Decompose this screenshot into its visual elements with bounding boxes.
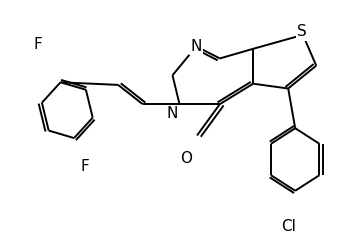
Text: F: F [81,159,89,174]
Text: Cl: Cl [281,219,296,234]
Text: F: F [33,37,42,52]
Text: O: O [181,151,193,166]
Text: N: N [191,39,202,54]
Text: S: S [297,24,307,39]
Text: N: N [167,106,178,121]
